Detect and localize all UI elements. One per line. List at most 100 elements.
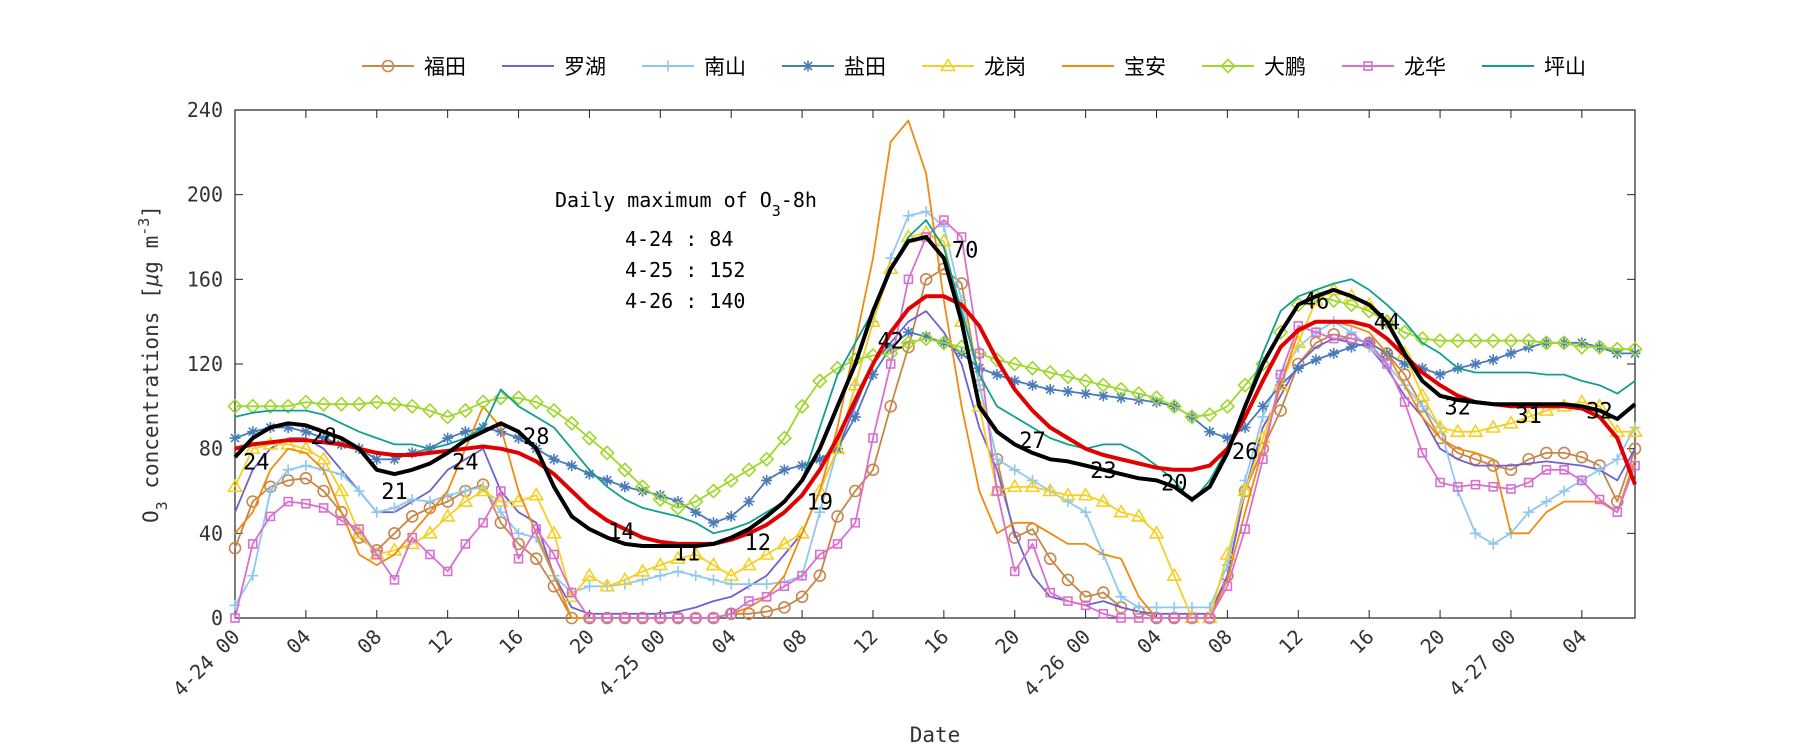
- data-label: 44: [1374, 311, 1401, 336]
- series-point: [1272, 377, 1289, 391]
- series-point: [1097, 586, 1110, 599]
- legend-label: 龙岗: [984, 55, 1026, 79]
- series-point: [280, 398, 296, 414]
- x-tick-label: 08: [352, 625, 386, 659]
- series-point: [1364, 338, 1374, 348]
- series-point: [1470, 479, 1481, 490]
- series-point: [1503, 415, 1519, 429]
- series-point: [1627, 423, 1643, 438]
- series-point: [457, 402, 474, 419]
- x-tick-label: 08: [778, 625, 812, 659]
- series-point: [1187, 613, 1197, 623]
- series-line: [234, 310, 1636, 615]
- series-point: [1077, 373, 1094, 389]
- series-point: [637, 613, 648, 623]
- series-point: [971, 398, 988, 412]
- series-point: [723, 567, 740, 581]
- series-point: [938, 220, 950, 232]
- y-tick-label: 160: [187, 267, 223, 291]
- series-point: [1258, 454, 1268, 465]
- series-point: [442, 566, 453, 577]
- series-line: [235, 295, 1635, 509]
- legend-marker: [662, 60, 674, 72]
- x-tick-label: 20: [1416, 625, 1450, 659]
- series-point: [796, 460, 808, 472]
- series-9: [234, 219, 1636, 535]
- series-point: [760, 605, 773, 618]
- series-point: [1095, 493, 1112, 507]
- y-tick-label: 240: [187, 98, 223, 122]
- series-point: [1062, 386, 1074, 398]
- series-point: [705, 557, 722, 571]
- data-label: 23: [1090, 459, 1117, 484]
- series-point: [918, 330, 934, 347]
- series-point: [386, 396, 403, 412]
- series-point: [1575, 450, 1589, 464]
- x-tick-label: 12: [849, 625, 883, 659]
- series-point: [510, 390, 527, 406]
- series-point: [1538, 402, 1555, 416]
- data-labels: 24 28 21 24 28 14 11 12 19 42 70 27 23 20 26 46 44 32 31 32: [243, 239, 1613, 567]
- x-axis-title: Date: [910, 723, 961, 747]
- series-point: [317, 484, 330, 498]
- series-point: [1594, 494, 1605, 505]
- series-point: [1148, 390, 1165, 406]
- series-point: [1115, 392, 1127, 404]
- series-point: [1204, 426, 1216, 438]
- series-point: [388, 453, 400, 465]
- series-point: [705, 483, 722, 499]
- series-point: [884, 400, 897, 413]
- series-point: [920, 206, 932, 218]
- series-point: [1098, 608, 1109, 619]
- series-point: [797, 570, 807, 581]
- series-point: [1487, 354, 1499, 366]
- series-point: [247, 570, 259, 582]
- series-point: [814, 506, 826, 518]
- data-label: 46: [1303, 290, 1330, 315]
- series-point: [583, 580, 595, 592]
- series-point: [513, 553, 524, 564]
- series-point: [1382, 359, 1392, 369]
- series-point: [778, 601, 791, 614]
- series-point: [1629, 347, 1641, 359]
- series-point: [1219, 546, 1236, 560]
- series-point: [919, 273, 933, 286]
- series-point: [795, 590, 809, 604]
- series-point: [1061, 573, 1075, 587]
- legend-item: 盐田: [782, 55, 886, 79]
- series-point: [1328, 347, 1340, 359]
- series-point: [1024, 478, 1041, 493]
- series-point: [406, 447, 418, 459]
- series-point: [1414, 387, 1431, 402]
- series-point: [1345, 326, 1357, 338]
- data-label: 31: [1515, 404, 1542, 429]
- series-point: [371, 549, 382, 560]
- x-tick-label: 12: [1274, 625, 1308, 659]
- series-point: [528, 394, 544, 410]
- series-layer: [227, 119, 1643, 625]
- series-point: [602, 613, 612, 623]
- x-tick-label: 08: [1203, 625, 1237, 659]
- series-point: [566, 460, 578, 472]
- series-point: [1326, 292, 1342, 309]
- series-point: [493, 390, 509, 406]
- series-point: [690, 613, 701, 623]
- series-point: [546, 402, 562, 419]
- series-point: [991, 369, 1003, 381]
- series-point: [1310, 354, 1322, 366]
- series-point: [776, 430, 792, 446]
- series-point: [1628, 442, 1642, 455]
- series-point: [616, 571, 633, 586]
- series-point: [265, 511, 276, 522]
- series-point: [1080, 388, 1092, 400]
- series-point: [227, 398, 243, 414]
- series-point: [422, 402, 438, 419]
- series-point: [333, 396, 349, 412]
- series-point: [1113, 504, 1129, 518]
- series-point: [707, 517, 719, 529]
- series-point: [1467, 333, 1484, 349]
- series-point: [1219, 398, 1236, 414]
- series-point: [1611, 453, 1623, 465]
- series-point: [1432, 333, 1448, 349]
- series-point: [247, 426, 259, 438]
